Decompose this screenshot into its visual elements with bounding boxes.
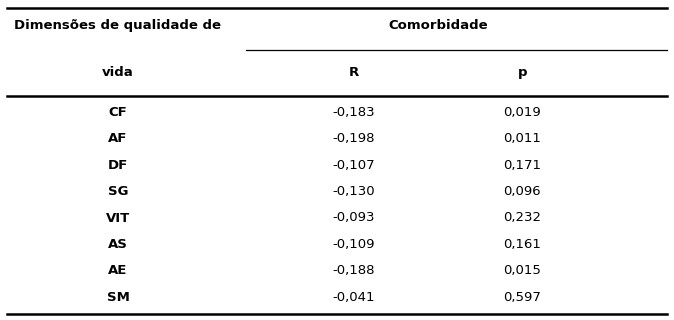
Text: AS: AS <box>108 238 128 251</box>
Text: 0,597: 0,597 <box>503 291 541 304</box>
Text: vida: vida <box>102 66 134 79</box>
Text: Comorbidade: Comorbidade <box>388 19 488 32</box>
Text: R: R <box>348 66 359 79</box>
Text: 0,015: 0,015 <box>503 264 541 277</box>
Text: 0,171: 0,171 <box>503 159 541 172</box>
Text: -0,093: -0,093 <box>332 212 375 225</box>
Text: -0,041: -0,041 <box>332 291 375 304</box>
Text: -0,188: -0,188 <box>332 264 375 277</box>
Text: -0,130: -0,130 <box>332 185 375 198</box>
Text: 0,011: 0,011 <box>503 132 541 145</box>
Text: AE: AE <box>109 264 127 277</box>
Text: p: p <box>518 66 527 79</box>
Text: SG: SG <box>108 185 128 198</box>
Text: 0,096: 0,096 <box>503 185 541 198</box>
Text: 0,232: 0,232 <box>503 212 541 225</box>
Text: 0,161: 0,161 <box>503 238 541 251</box>
Text: DF: DF <box>108 159 128 172</box>
Text: SM: SM <box>106 291 129 304</box>
Text: 0,019: 0,019 <box>503 106 541 119</box>
Text: -0,107: -0,107 <box>332 159 375 172</box>
Text: CF: CF <box>109 106 127 119</box>
Text: Dimensões de qualidade de: Dimensões de qualidade de <box>14 19 222 32</box>
Text: -0,198: -0,198 <box>332 132 375 145</box>
Text: VIT: VIT <box>106 212 130 225</box>
Text: -0,109: -0,109 <box>332 238 375 251</box>
Text: AF: AF <box>109 132 127 145</box>
Text: -0,183: -0,183 <box>332 106 375 119</box>
